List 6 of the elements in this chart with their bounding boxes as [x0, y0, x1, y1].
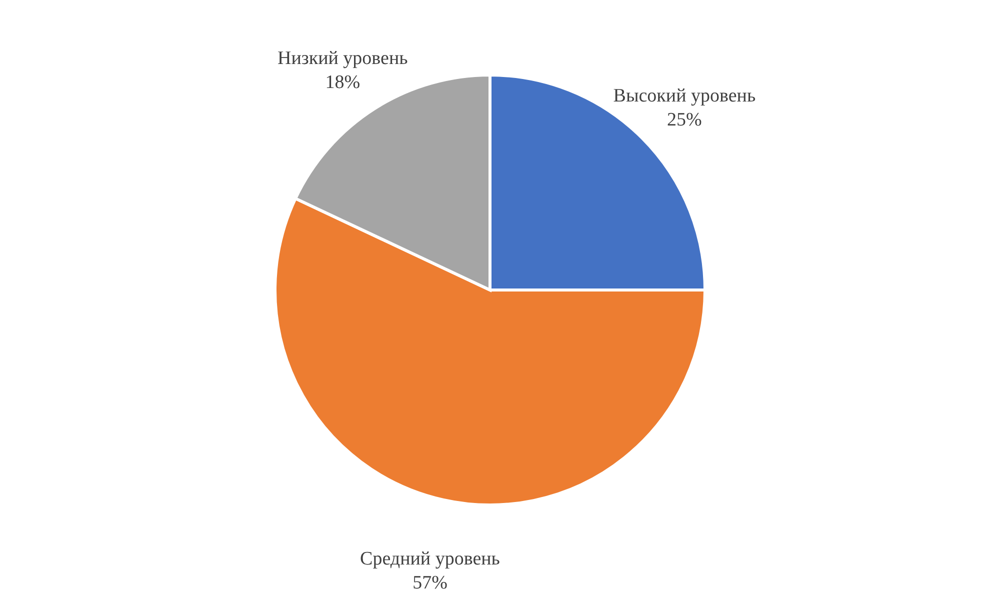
data-label: 57% — [412, 572, 448, 593]
slice-label: Низкий уровень — [277, 48, 408, 69]
slice-label: Высокий уровень — [613, 86, 756, 107]
data-label: 18% — [325, 72, 360, 93]
slice-label: Средний уровень — [360, 548, 500, 570]
data-label: 25% — [667, 110, 702, 131]
